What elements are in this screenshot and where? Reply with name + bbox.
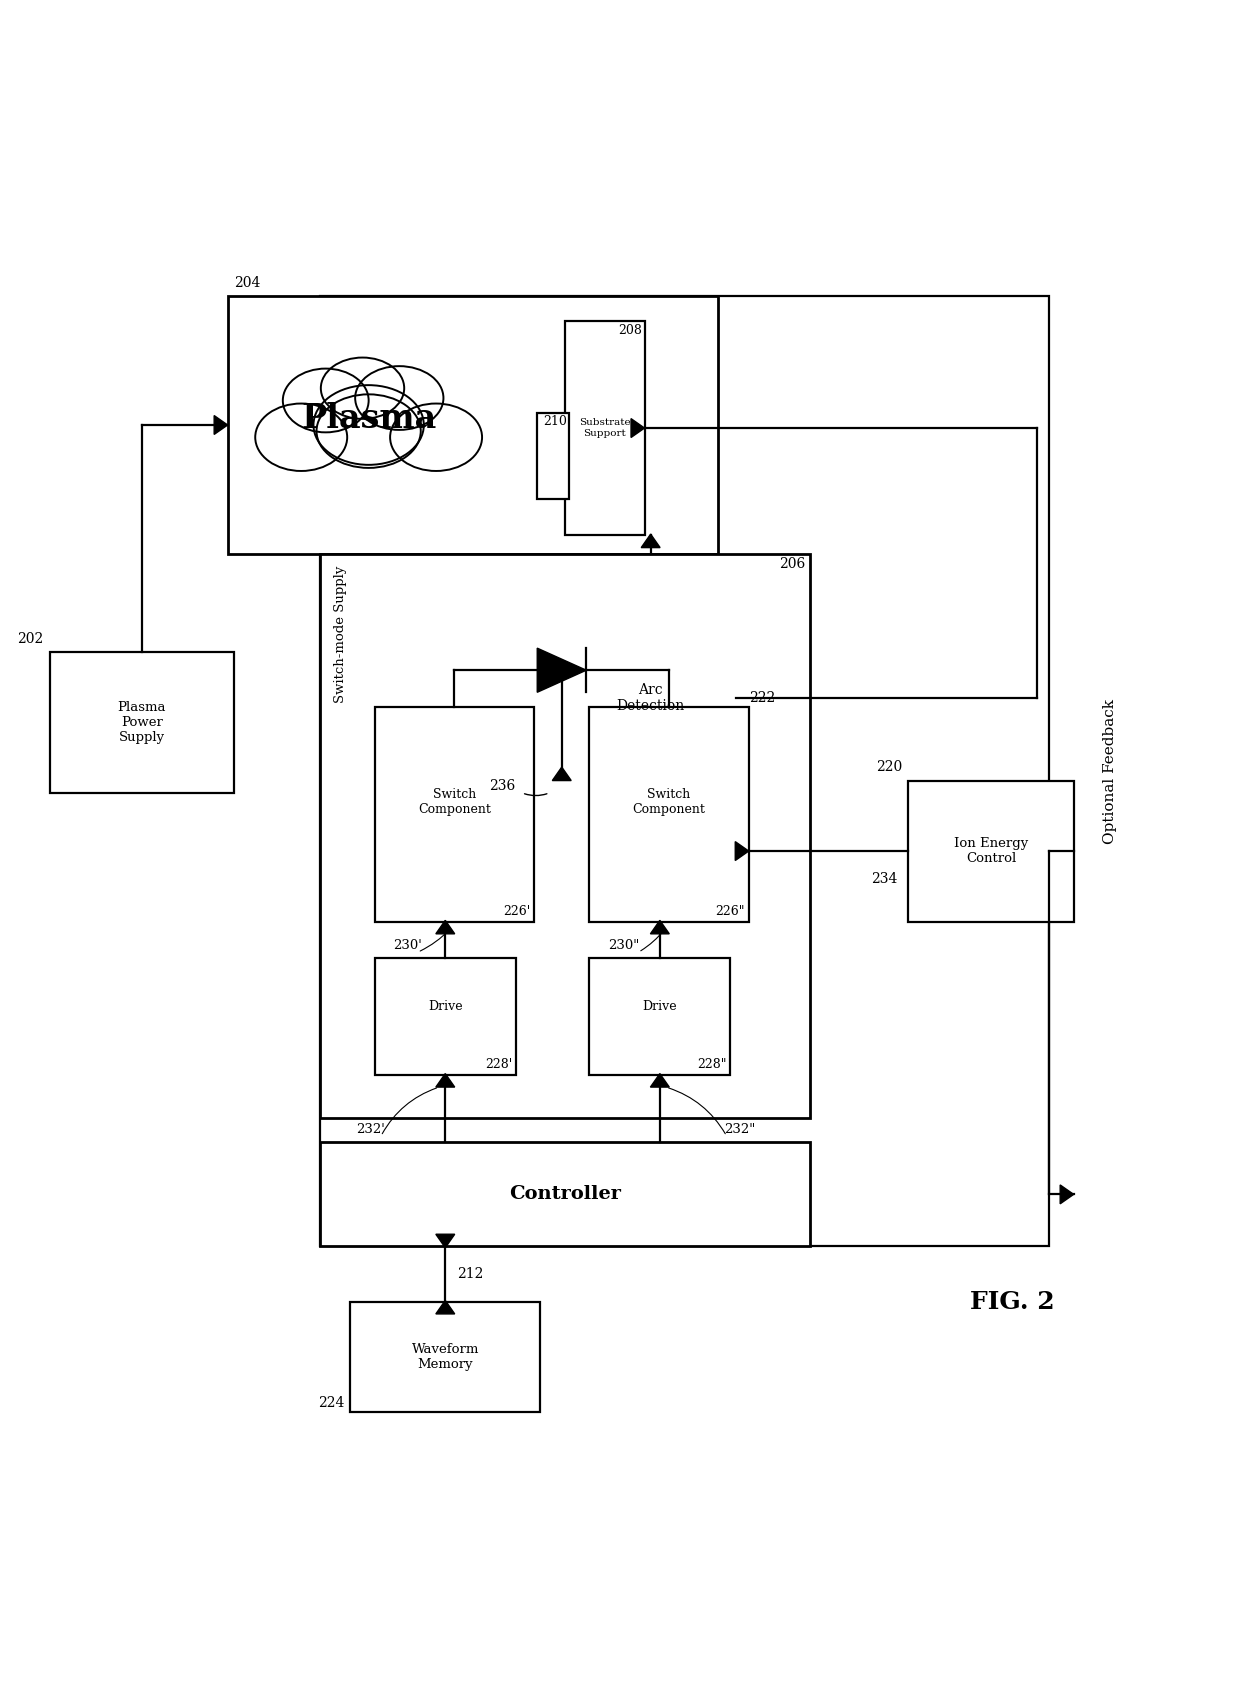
Text: 232': 232': [356, 1123, 386, 1136]
Polygon shape: [651, 921, 670, 934]
Bar: [374, 958, 516, 1075]
Text: 204: 204: [234, 276, 260, 290]
Text: 228": 228": [697, 1058, 727, 1072]
Text: 234: 234: [872, 872, 898, 885]
Bar: [589, 707, 749, 921]
Ellipse shape: [355, 366, 444, 429]
Bar: [320, 1143, 810, 1247]
Bar: [565, 321, 645, 536]
Bar: [374, 707, 534, 921]
Bar: [320, 297, 1049, 1247]
Text: 224: 224: [317, 1396, 345, 1409]
Bar: [908, 780, 1074, 921]
Text: Drive: Drive: [428, 1001, 463, 1013]
Text: 228': 228': [485, 1058, 512, 1072]
Text: 208: 208: [619, 324, 642, 338]
Polygon shape: [1060, 1186, 1074, 1204]
Ellipse shape: [321, 358, 404, 419]
Text: Plasma: Plasma: [301, 402, 436, 436]
Text: 222: 222: [749, 690, 775, 706]
Text: 226': 226': [503, 906, 531, 918]
Polygon shape: [435, 921, 455, 934]
Bar: [589, 958, 730, 1075]
Polygon shape: [215, 416, 228, 434]
Polygon shape: [435, 1301, 455, 1314]
Polygon shape: [537, 648, 587, 692]
Bar: [350, 1301, 541, 1413]
Ellipse shape: [316, 395, 420, 468]
Polygon shape: [435, 1074, 455, 1087]
Text: 230': 230': [393, 940, 422, 951]
Text: 220: 220: [875, 760, 901, 775]
Ellipse shape: [283, 368, 368, 432]
Polygon shape: [631, 419, 645, 438]
Text: 202: 202: [17, 631, 43, 646]
Text: Arc
Detection: Arc Detection: [616, 683, 684, 712]
Polygon shape: [552, 767, 572, 780]
Text: Waveform
Memory: Waveform Memory: [412, 1343, 479, 1370]
Bar: [320, 553, 810, 1118]
Text: Switch
Component: Switch Component: [632, 789, 706, 816]
Text: 210: 210: [543, 416, 567, 427]
Text: Switch-mode Supply: Switch-mode Supply: [335, 566, 347, 704]
Ellipse shape: [391, 404, 482, 471]
Bar: [228, 297, 718, 553]
Text: 236: 236: [490, 778, 516, 792]
Text: FIG. 2: FIG. 2: [970, 1289, 1055, 1314]
Bar: [537, 412, 568, 499]
Bar: [50, 651, 234, 792]
Polygon shape: [735, 841, 749, 860]
Text: Switch
Component: Switch Component: [418, 789, 491, 816]
Text: Substrate
Support: Substrate Support: [579, 419, 630, 438]
Bar: [565, 628, 737, 768]
Ellipse shape: [314, 385, 424, 465]
Text: 212: 212: [458, 1267, 484, 1280]
Polygon shape: [435, 1235, 455, 1248]
Text: Drive: Drive: [642, 1001, 677, 1013]
Text: 230": 230": [608, 940, 639, 951]
Polygon shape: [641, 534, 660, 548]
Text: Optional Feedback: Optional Feedback: [1104, 699, 1117, 845]
Text: 232": 232": [724, 1123, 755, 1136]
Polygon shape: [651, 1074, 670, 1087]
Text: Ion Energy
Control: Ion Energy Control: [954, 838, 1028, 865]
Text: 226": 226": [715, 906, 745, 918]
Text: 206: 206: [779, 558, 805, 572]
Text: Plasma
Power
Supply: Plasma Power Supply: [118, 700, 166, 745]
Ellipse shape: [255, 404, 347, 471]
Text: Controller: Controller: [508, 1186, 621, 1204]
